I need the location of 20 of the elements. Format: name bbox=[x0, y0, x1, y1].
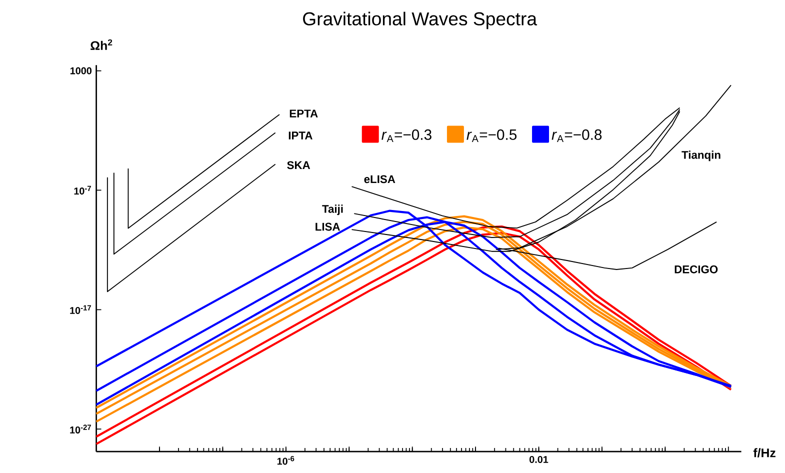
y-axis-title: Ωh$^{2}$ bbox=[90, 39, 112, 50]
legend-label: r$_{A}$=−0.3 bbox=[382, 129, 432, 142]
series-label: IPTA bbox=[288, 132, 312, 140]
legend-label: r$_{A}$=−0.5 bbox=[466, 129, 517, 142]
x-tick-label: 0.01 bbox=[530, 456, 548, 463]
x-tick-label: 10$^{-6}$ bbox=[277, 456, 294, 465]
series-label: Taiji bbox=[322, 204, 343, 215]
y-tick-label: 1000 bbox=[70, 67, 92, 74]
series-label: SKA bbox=[287, 161, 310, 169]
series-label: eLISA bbox=[364, 175, 396, 184]
series-label: Tianqin bbox=[682, 150, 720, 161]
legend-label: r$_{A}$=−0.8 bbox=[552, 129, 602, 142]
chart-title: Gravitational Waves Spectra bbox=[303, 12, 538, 29]
series-label: LISA bbox=[316, 222, 340, 231]
series-label: DECIGO bbox=[674, 265, 718, 274]
x-axis-title: f/Hz bbox=[753, 448, 776, 458]
y-tick-label: 10$^{-27}$ bbox=[70, 424, 91, 434]
series-label: EPTA bbox=[290, 110, 318, 118]
y-tick-label: 10$^{-17}$ bbox=[70, 305, 91, 314]
y-tick-label: 10$^{-7}$ bbox=[74, 186, 91, 194]
